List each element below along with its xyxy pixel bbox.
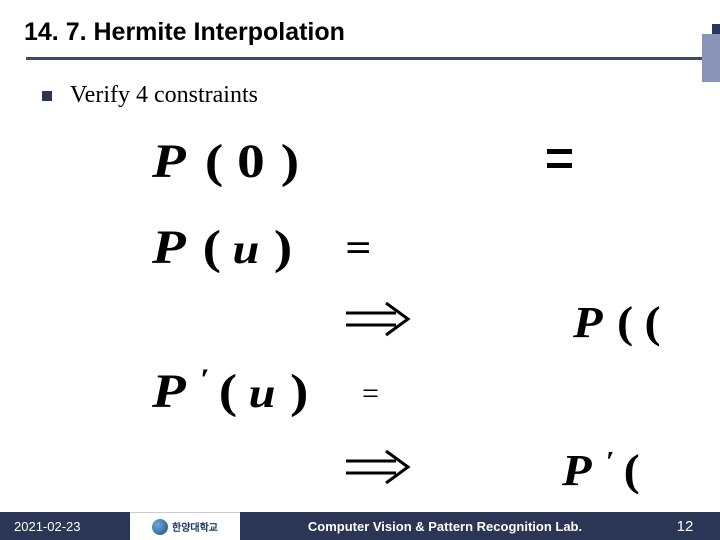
svg-text:P: P bbox=[572, 299, 603, 347]
svg-text:(: ( bbox=[624, 447, 640, 495]
eq-row-1: P ( 0 ) bbox=[152, 133, 572, 189]
svg-text:(: ( bbox=[219, 365, 237, 418]
svg-text:0: 0 bbox=[237, 135, 265, 188]
svg-text:=: = bbox=[362, 377, 379, 410]
footer-logo: 한양대학교 bbox=[130, 512, 240, 540]
eq4-svg: P ′ ( u ) = bbox=[152, 363, 472, 419]
header: 14. 7. Hermite Interpolation bbox=[0, 0, 720, 60]
svg-text:): ) bbox=[281, 135, 299, 188]
eq-row-3: P ( ( bbox=[342, 297, 682, 347]
svg-text:=: = bbox=[345, 227, 371, 271]
eq5-svg: P ′ ( bbox=[342, 445, 682, 495]
svg-text:P: P bbox=[561, 447, 592, 495]
svg-text:): ) bbox=[274, 221, 292, 274]
bullet-row: Verify 4 constraints bbox=[42, 82, 680, 109]
svg-text:P: P bbox=[152, 135, 186, 188]
title-underline bbox=[26, 57, 706, 60]
eq-row-2: P ( u ) = bbox=[152, 219, 422, 275]
svg-text:P: P bbox=[152, 365, 186, 418]
svg-text:u: u bbox=[233, 226, 260, 272]
svg-text:′: ′ bbox=[200, 363, 210, 395]
slide-title: 14. 7. Hermite Interpolation bbox=[24, 18, 720, 47]
svg-text:(: ( bbox=[203, 221, 221, 274]
svg-text:u: u bbox=[249, 370, 276, 416]
svg-text:(: ( bbox=[617, 299, 633, 347]
university-logo-text: 한양대학교 bbox=[172, 519, 218, 534]
square-bullet-icon bbox=[42, 91, 52, 101]
slide: 14. 7. Hermite Interpolation Verify 4 co… bbox=[0, 0, 720, 540]
corner-box-front bbox=[702, 34, 720, 82]
eq-row-5: P ′ ( bbox=[342, 445, 682, 495]
eq2-svg: P ( u ) = bbox=[152, 219, 422, 275]
eq1-svg: P ( 0 ) bbox=[152, 133, 572, 189]
university-logo-icon bbox=[152, 519, 168, 535]
footer-date: 2021-02-23 bbox=[0, 512, 130, 540]
footer: 2021-02-23 한양대학교 Computer Vision & Patte… bbox=[0, 512, 720, 540]
svg-text:P: P bbox=[152, 221, 186, 274]
svg-text:): ) bbox=[290, 365, 308, 418]
footer-page-number: 12 bbox=[650, 512, 720, 540]
content-area: Verify 4 constraints P ( 0 ) bbox=[0, 60, 720, 473]
eq-row-4: P ′ ( u ) = bbox=[152, 363, 472, 419]
svg-text:(: ( bbox=[645, 299, 661, 347]
svg-text:′: ′ bbox=[606, 447, 615, 477]
eq3-svg: P ( ( bbox=[342, 297, 682, 347]
equations-block: P ( 0 ) P ( u ) = bbox=[112, 133, 680, 473]
footer-lab-name: Computer Vision & Pattern Recognition La… bbox=[240, 512, 650, 540]
svg-text:(: ( bbox=[205, 135, 223, 188]
bullet-text: Verify 4 constraints bbox=[70, 82, 258, 109]
